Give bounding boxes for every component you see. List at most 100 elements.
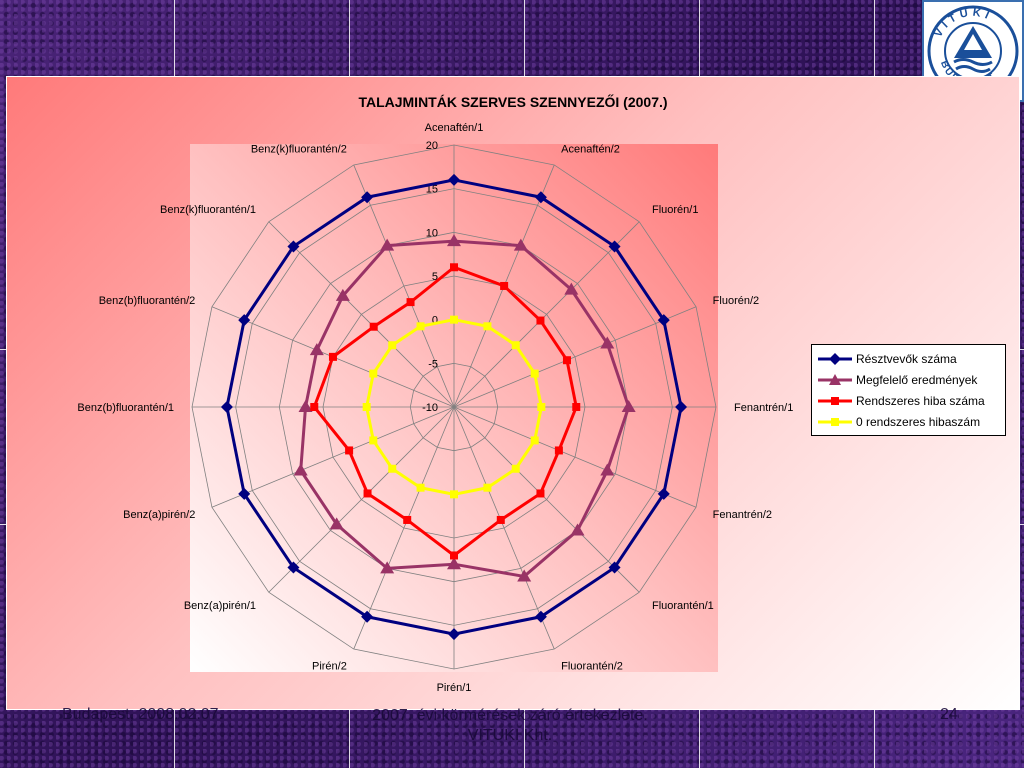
data-point xyxy=(238,314,251,327)
legend-key xyxy=(818,373,852,385)
data-point xyxy=(406,298,415,307)
grid-spoke xyxy=(268,221,455,408)
chart-legend: Résztvevők száma Megfelelő eredmények Rend… xyxy=(811,344,1006,436)
category-label: Acenaftén/2 xyxy=(561,143,620,155)
category-label: Fluorantén/1 xyxy=(652,600,714,612)
data-point xyxy=(608,561,621,574)
data-point xyxy=(511,464,520,473)
legend-entry: Megfelelő eredmények xyxy=(812,369,1005,390)
data-point xyxy=(600,336,615,349)
data-point xyxy=(450,551,458,560)
grid-spoke xyxy=(453,406,640,593)
category-label: Benz(a)pirén/2 xyxy=(123,509,195,521)
footer-page-number: 24 xyxy=(940,706,958,723)
data-point xyxy=(388,464,397,473)
axis-tick-label: -10 xyxy=(422,402,438,414)
legend-label: Megfelelő eredmények xyxy=(856,372,978,387)
chart-title: TALAJMINTÁK SZERVES SZENNYEZŐI (2007.) xyxy=(358,94,668,110)
data-point xyxy=(298,400,313,412)
category-label: Fenantrén/1 xyxy=(734,402,793,414)
footer-date: Budapest, 2008.02.07. xyxy=(62,706,224,723)
svg-text:VITUKI: VITUKI xyxy=(932,7,994,40)
data-point xyxy=(416,483,425,492)
data-point xyxy=(517,569,532,582)
data-point xyxy=(530,369,539,378)
data-point xyxy=(329,517,344,530)
data-point xyxy=(403,515,412,524)
category-label: Pirén/2 xyxy=(312,661,347,673)
data-point xyxy=(537,403,546,411)
legend-entry: Rendszeres hiba száma xyxy=(812,390,1005,411)
data-point xyxy=(657,314,670,327)
data-point xyxy=(369,369,378,378)
data-point xyxy=(345,446,354,455)
legend-label: Rendszeres hiba száma xyxy=(856,393,985,408)
data-point xyxy=(536,489,545,498)
axis-tick-label: 5 xyxy=(432,271,438,283)
data-point xyxy=(416,322,425,331)
category-label: Fluorantén/2 xyxy=(561,661,623,673)
data-point xyxy=(448,173,460,186)
data-point xyxy=(447,557,461,570)
data-point xyxy=(361,610,374,623)
data-point xyxy=(572,403,581,411)
legend-label: Résztvevők száma xyxy=(856,351,957,366)
grid-spoke xyxy=(453,306,697,408)
data-point xyxy=(562,356,571,365)
data-point xyxy=(450,490,458,499)
data-point xyxy=(309,343,324,356)
data-point xyxy=(450,315,458,324)
category-label: Pirén/1 xyxy=(437,682,472,694)
category-label: Acenaftén/1 xyxy=(425,122,484,134)
data-point xyxy=(448,628,460,641)
category-label: Benz(a)pirén/1 xyxy=(184,600,256,612)
data-point xyxy=(361,191,374,204)
data-point xyxy=(534,191,547,204)
legend-key xyxy=(818,417,852,426)
data-point xyxy=(600,463,615,476)
category-label: Benz(b)fluorantén/2 xyxy=(99,295,196,307)
data-point xyxy=(483,483,492,492)
axis-tick-label: 15 xyxy=(426,184,438,196)
category-label: Benz(k)fluorantén/1 xyxy=(160,204,256,216)
grid-spoke xyxy=(353,406,455,650)
data-point xyxy=(483,322,492,331)
data-point xyxy=(621,400,636,412)
category-label: Fenantrén/2 xyxy=(713,509,772,521)
chart-area: TALAJMINTÁK SZERVES SZENNYEZŐI (2007.) -… xyxy=(6,76,1020,710)
data-point xyxy=(534,610,547,623)
grid-spoke xyxy=(353,164,455,408)
axis-tick-label: 20 xyxy=(426,140,438,152)
data-point xyxy=(496,515,505,524)
data-point xyxy=(369,436,378,445)
grid-spoke xyxy=(453,406,555,650)
legend-entry: 0 rendszeres hibaszám xyxy=(812,411,1005,432)
data-point xyxy=(675,401,688,413)
legend-key xyxy=(818,396,852,405)
grid-spoke xyxy=(453,221,640,408)
data-point xyxy=(362,403,371,411)
data-point xyxy=(500,281,509,290)
category-label: Benz(b)fluorantén/1 xyxy=(77,402,174,414)
legend-label: 0 rendszeres hibaszám xyxy=(856,414,981,429)
data-point xyxy=(238,487,251,500)
category-label: Fluorén/1 xyxy=(652,204,698,216)
data-point xyxy=(287,561,300,574)
data-point xyxy=(380,561,395,574)
data-point xyxy=(511,341,520,350)
axis-tick-label: -5 xyxy=(428,358,438,370)
grid-spoke xyxy=(453,406,697,508)
legend-key xyxy=(818,352,852,365)
axis-tick-label: 0 xyxy=(432,315,438,327)
data-point xyxy=(310,403,319,411)
data-point xyxy=(380,238,395,251)
grid-spoke xyxy=(268,406,455,593)
data-point xyxy=(564,282,579,295)
data-point xyxy=(287,240,300,253)
data-point xyxy=(369,322,378,331)
data-point xyxy=(450,263,458,272)
data-point xyxy=(388,341,397,350)
data-point xyxy=(657,487,670,500)
data-point xyxy=(293,463,308,476)
data-point xyxy=(570,523,585,536)
